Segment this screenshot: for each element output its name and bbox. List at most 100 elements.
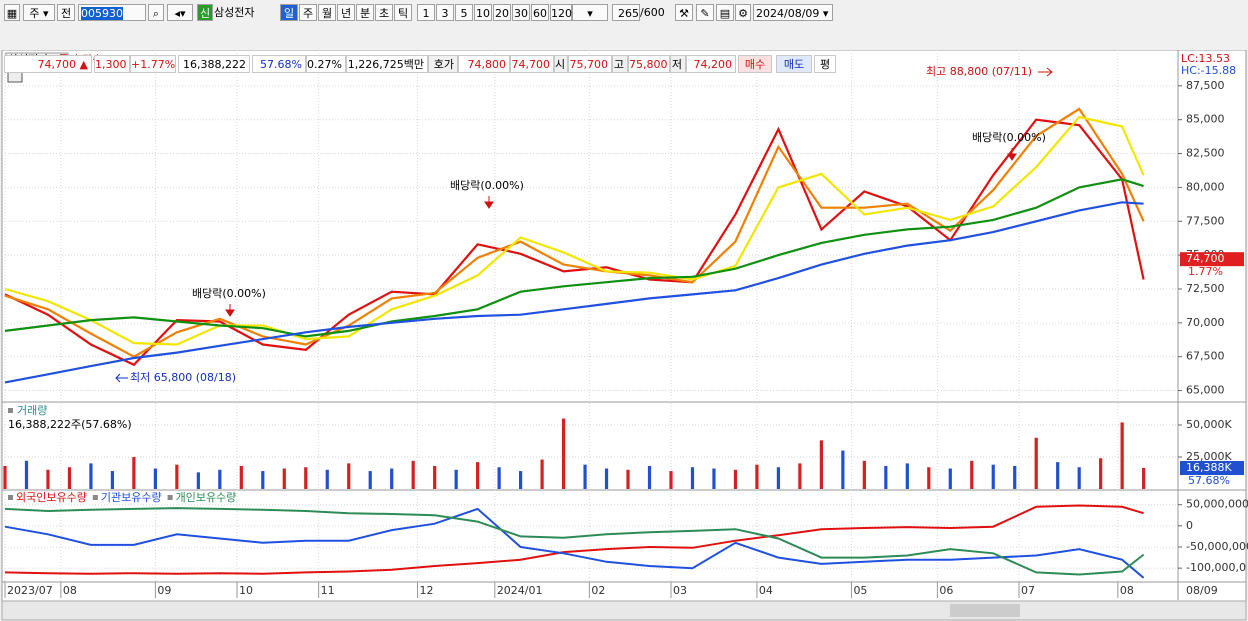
volume-bar [325, 469, 329, 489]
period-button[interactable]: 일 [280, 4, 298, 21]
tool[interactable]: ✎ [696, 4, 714, 21]
volume-bar [153, 468, 157, 489]
search[interactable]: ⌕ [148, 4, 164, 21]
volume-bar [927, 467, 931, 489]
avg-button[interactable]: 평 [814, 55, 836, 73]
volume-bar [132, 456, 136, 489]
series-line [4, 118, 1145, 367]
annotation: 최저 65,800 (08/18) [130, 371, 236, 384]
dropdown[interactable]: ▾ [572, 4, 608, 21]
volume-bar [175, 464, 179, 489]
div-arrow [1007, 148, 1017, 161]
lc-label: LC:13.53 [1181, 52, 1230, 65]
volume-bar [991, 464, 995, 489]
y-tick-label: 70,000 [1186, 316, 1225, 329]
volume-bar [733, 469, 738, 489]
amount: 1,226,725백만 [346, 55, 428, 73]
period-button[interactable]: 30 [512, 4, 530, 21]
legend-swatch [8, 495, 13, 500]
last-volume-box [1180, 461, 1244, 476]
max: /600 [640, 6, 665, 19]
date-text: 2024/08/09 [756, 7, 820, 20]
ask: 74,800 [458, 55, 510, 73]
tool[interactable]: ▤ [716, 4, 734, 21]
scroll-thumb[interactable] [950, 604, 1020, 617]
y-tick-label: 67,500 [1186, 350, 1225, 363]
volume-bar [884, 465, 888, 489]
pane-subtitle: 16,388,222주(57.68%) [8, 418, 132, 431]
y-tick-label: 80,000 [1186, 180, 1225, 193]
legend-label: 기관보유수량 [101, 491, 162, 504]
volume-bar [1034, 437, 1038, 489]
arrow [115, 373, 128, 383]
div-arrow [484, 196, 494, 209]
volume-bar [1056, 462, 1060, 489]
label: 저 [670, 55, 686, 73]
x-tick-label: 11 [321, 584, 335, 597]
turnover: 0.27% [306, 55, 346, 73]
arrow [1038, 67, 1053, 77]
series-line [4, 107, 1145, 358]
volume-bar [282, 468, 286, 489]
open: 75,700 [568, 55, 612, 73]
x-tick-label: 2024/01 [497, 584, 543, 597]
period-button[interactable]: 5 [455, 4, 473, 21]
series-line [4, 507, 1145, 576]
x-tick-label: 07 [1021, 584, 1035, 597]
period-button[interactable]: 년 [337, 4, 355, 21]
stock-name: 삼성전자 [214, 6, 255, 19]
period-button[interactable]: 10 [474, 4, 492, 21]
period-button[interactable]: 틱 [394, 4, 412, 21]
volume-bar [390, 468, 394, 489]
x-tick-label: 12 [419, 584, 433, 597]
volume-bar [110, 471, 115, 489]
volume-bar [647, 465, 652, 489]
series-line [4, 504, 1144, 575]
buy-button[interactable]: 매수 [738, 55, 772, 73]
change: 1,300 [94, 55, 130, 73]
legend-label: 외국인보유수량 [16, 491, 87, 504]
volume-bar [583, 464, 587, 489]
period-button[interactable]: 초 [375, 4, 393, 21]
volume-bar [819, 440, 823, 489]
scrollbar[interactable] [1, 600, 1247, 621]
volume-bar [239, 465, 243, 489]
sell-button[interactable]: 매도 [776, 55, 812, 73]
period-button[interactable]: 1 [417, 4, 435, 21]
series-line [4, 507, 1145, 579]
period-button[interactable]: 월 [318, 4, 336, 21]
y-tick-label: 82,500 [1186, 147, 1225, 160]
settings[interactable]: ⚙ [735, 4, 751, 21]
last-ratio: 57.68% [1188, 474, 1230, 487]
period-button[interactable]: 3 [436, 4, 454, 21]
x-tick-label: 03 [673, 584, 687, 597]
y-tick-label: 87,500 [1186, 79, 1225, 92]
volume-bar [218, 469, 222, 489]
volume-bar [411, 460, 415, 489]
volume-bar [712, 468, 716, 489]
date[interactable]: 2024/08/09 ▾ [753, 4, 833, 21]
flag: 신 [197, 4, 213, 21]
tool[interactable]: ⚒ [675, 4, 693, 21]
period-button[interactable]: 120 [550, 4, 572, 21]
code-input[interactable]: 005930 [78, 4, 146, 21]
volume-bar [304, 467, 308, 489]
volume-bar [454, 469, 458, 489]
volume-bar [1120, 422, 1124, 489]
volume-bar [862, 460, 866, 489]
period-button[interactable]: 주 [299, 4, 317, 21]
mode[interactable]: 전 [57, 4, 75, 21]
code-text: 005930 [81, 7, 123, 20]
volume-bar [89, 463, 93, 489]
period-button[interactable]: 분 [356, 4, 374, 21]
volume-bar [540, 459, 544, 489]
period-button[interactable]: 20 [493, 4, 511, 21]
sound[interactable]: ◂▾ [167, 4, 193, 21]
count[interactable]: 265 [612, 4, 640, 21]
volume-bar [905, 463, 909, 489]
period-button[interactable]: 60 [531, 4, 549, 21]
market[interactable]: 주 ▾ [23, 4, 55, 21]
pane-title: 거래량 [17, 404, 47, 417]
icon[interactable]: ▦ [4, 4, 20, 21]
